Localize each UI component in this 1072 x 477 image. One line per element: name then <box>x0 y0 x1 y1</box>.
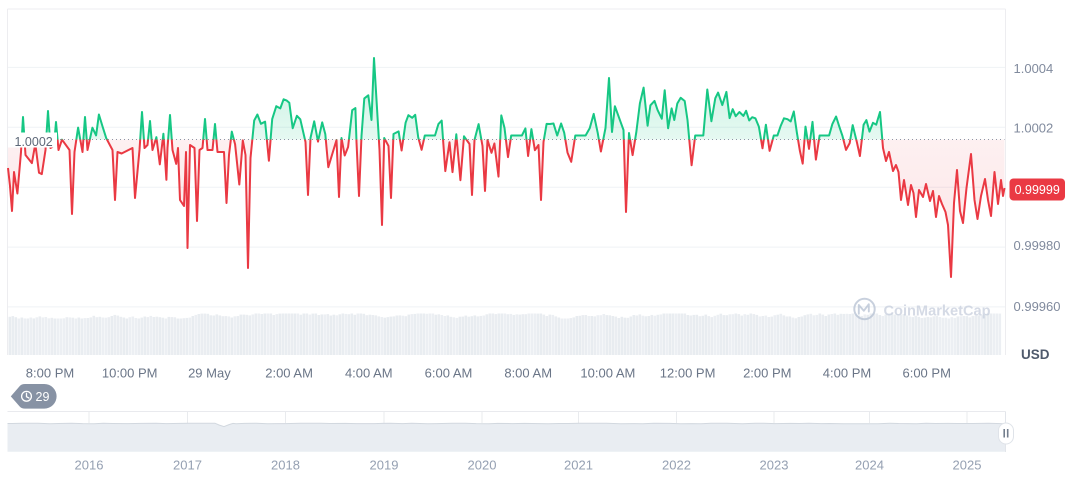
svg-text:4:00 AM: 4:00 AM <box>345 366 393 381</box>
svg-text:2017: 2017 <box>173 458 202 473</box>
svg-text:2:00 PM: 2:00 PM <box>743 366 791 381</box>
svg-text:12:00 PM: 12:00 PM <box>660 366 716 381</box>
svg-text:1.0002: 1.0002 <box>15 135 53 149</box>
svg-text:2020: 2020 <box>468 458 497 473</box>
svg-text:6:00 PM: 6:00 PM <box>902 366 950 381</box>
svg-text:2019: 2019 <box>370 458 399 473</box>
svg-text:2024: 2024 <box>855 458 884 473</box>
svg-text:2018: 2018 <box>271 458 300 473</box>
svg-text:0.99999: 0.99999 <box>1015 183 1060 197</box>
svg-text:0.99960: 0.99960 <box>1014 299 1061 314</box>
svg-text:2021: 2021 <box>564 458 593 473</box>
svg-text:1.0004: 1.0004 <box>1014 61 1054 76</box>
svg-text:2023: 2023 <box>760 458 789 473</box>
svg-text:8:00 AM: 8:00 AM <box>504 366 552 381</box>
svg-text:2:00 AM: 2:00 AM <box>265 366 313 381</box>
svg-text:4:00 PM: 4:00 PM <box>823 366 871 381</box>
svg-text:2022: 2022 <box>662 458 691 473</box>
svg-text:CoinMarketCap: CoinMarketCap <box>884 304 991 320</box>
svg-text:1.0002: 1.0002 <box>1014 121 1054 136</box>
svg-text:29: 29 <box>36 390 50 404</box>
svg-text:8:00 PM: 8:00 PM <box>26 366 74 381</box>
svg-text:USD: USD <box>1021 347 1050 362</box>
svg-text:2016: 2016 <box>75 458 104 473</box>
svg-text:6:00 AM: 6:00 AM <box>425 366 473 381</box>
svg-text:0.99980: 0.99980 <box>1014 238 1061 253</box>
svg-text:29 May: 29 May <box>188 366 231 381</box>
svg-text:10:00 AM: 10:00 AM <box>580 366 635 381</box>
svg-text:10:00 PM: 10:00 PM <box>102 366 158 381</box>
svg-text:2025: 2025 <box>953 458 982 473</box>
